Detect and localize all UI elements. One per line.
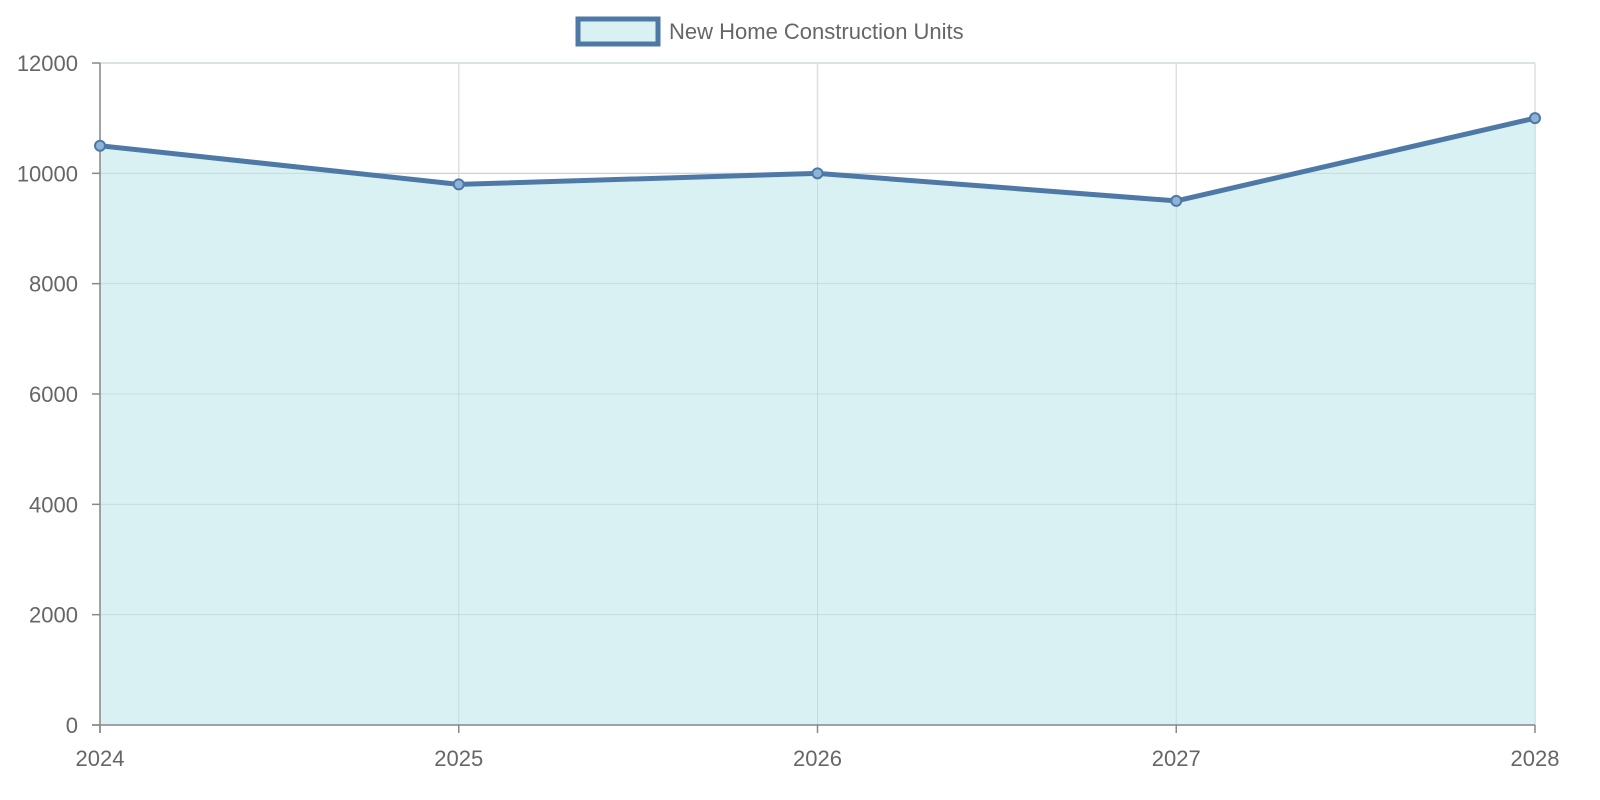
data-point[interactable] <box>452 178 465 191</box>
legend-label: New Home Construction Units <box>669 19 964 44</box>
legend[interactable]: New Home Construction Units <box>575 16 964 47</box>
legend-swatch <box>575 16 661 47</box>
x-tick-label: 2028 <box>1511 746 1560 771</box>
y-tick-label: 6000 <box>29 382 78 407</box>
x-tick-label: 2025 <box>434 746 483 771</box>
data-point[interactable] <box>94 139 106 152</box>
y-tick-label: 10000 <box>17 161 78 186</box>
data-points <box>94 112 1541 207</box>
data-point[interactable] <box>1170 194 1183 207</box>
y-axis-ticks: 0 2000 4000 6000 8000 10000 12000 <box>17 51 100 738</box>
y-tick-label: 4000 <box>29 492 78 517</box>
x-axis-ticks: 2024 2025 2026 2027 2028 <box>76 725 1560 771</box>
x-tick-label: 2024 <box>76 746 125 771</box>
data-point[interactable] <box>811 167 824 180</box>
x-tick-label: 2027 <box>1152 746 1201 771</box>
axes <box>92 63 1535 733</box>
y-tick-label: 8000 <box>29 272 78 297</box>
y-tick-label: 12000 <box>17 51 78 76</box>
data-point[interactable] <box>1529 112 1541 125</box>
x-tick-label: 2026 <box>793 746 842 771</box>
y-tick-label: 2000 <box>29 603 78 628</box>
y-tick-label: 0 <box>66 713 78 738</box>
